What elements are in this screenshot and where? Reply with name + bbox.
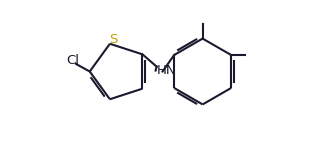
Text: S: S <box>109 33 117 46</box>
Text: HN: HN <box>157 64 177 77</box>
Text: Cl: Cl <box>66 54 79 67</box>
